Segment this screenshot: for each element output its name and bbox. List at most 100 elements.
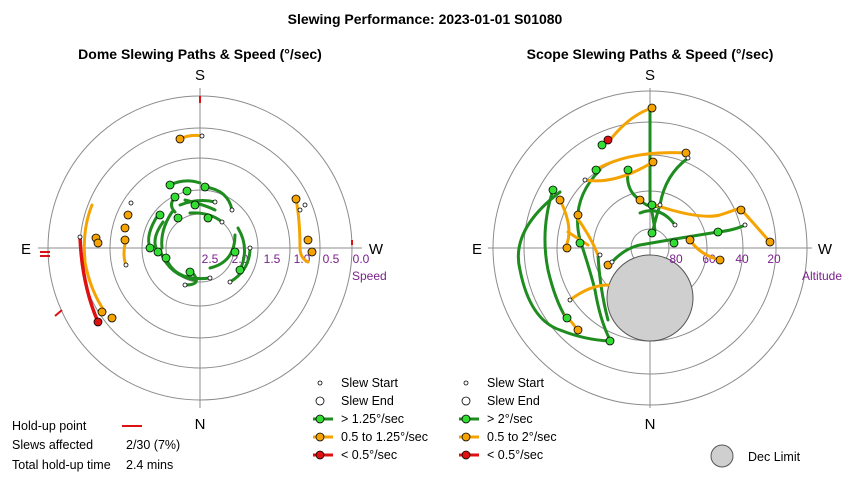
scope-dot-mid [736, 205, 746, 215]
scope-dot-start [742, 222, 748, 228]
dome-dot-mid [120, 223, 130, 233]
scope-panel: Scope Slewing Paths & Speed (°/sec) S N … [472, 46, 842, 433]
dome-dot-mid [175, 134, 185, 144]
dome-dot-start [247, 245, 253, 251]
dome-dot-fast [190, 200, 200, 210]
scope-dot-fast [669, 238, 679, 248]
scope-compass-w: W [818, 241, 833, 258]
legend-mid: 0.5 to 2°/sec [487, 430, 557, 444]
scope-dot-start [609, 259, 615, 265]
scope-dot-mid [573, 210, 583, 220]
dome-dot-mid [123, 210, 133, 220]
dome-path-fast [160, 210, 174, 250]
dome-dot-slow [93, 317, 103, 327]
scope-dot-fast [623, 165, 633, 175]
legend-fast-dot [461, 414, 471, 424]
scope-compass-s: S [645, 67, 655, 84]
scope-path-fast [650, 156, 690, 237]
dome-dot-mid [93, 238, 103, 248]
legend-slow-dot [315, 450, 325, 460]
dome-dot-start [123, 262, 129, 268]
legend-slew-start: Slew Start [487, 376, 544, 390]
legend-slow: < 0.5°/sec [487, 448, 543, 462]
scope-path-fast [648, 106, 657, 232]
scope-path-mid [558, 198, 571, 250]
scope-dot-mid [765, 237, 775, 247]
dome-dot-fast [182, 186, 192, 196]
scope-dot-mid [555, 195, 565, 205]
scope-path-mid [593, 151, 688, 172]
dome-slew-dots [77, 133, 317, 327]
dome-dot-start [207, 275, 213, 281]
dome-compass-s: S [195, 67, 205, 84]
dome-dot-mid [120, 235, 130, 245]
dome-tick-0-5: 0.5 [323, 252, 340, 266]
scope-dot-fast [548, 185, 558, 195]
dome-tick-2-5: 2.5 [202, 252, 219, 266]
dome-compass-w: W [369, 241, 384, 258]
scope-dot-start [597, 252, 603, 258]
legend-mid-dot [461, 432, 471, 442]
dome-path-mid [294, 197, 310, 264]
scope-dot-start [685, 155, 691, 161]
dome-path-fast [168, 179, 202, 187]
holdup-time-value: 2.4 mins [126, 458, 173, 472]
dome-dot-start [297, 207, 303, 213]
scope-path-fast [543, 188, 568, 320]
scope-slew-dots [548, 103, 775, 346]
scope-dot-fast [647, 228, 657, 238]
dec-limit-zone [606, 254, 694, 342]
dome-compass-n: N [195, 416, 206, 433]
dome-dot-mid [291, 194, 301, 204]
scope-dot-fast [597, 140, 607, 150]
legend-end-marker [461, 396, 471, 406]
dome-path-fast [208, 233, 237, 270]
scope-dot-fast [562, 313, 572, 323]
legend-fast: > 2°/sec [487, 412, 533, 426]
dome-path-mid [82, 203, 94, 262]
legend-slew-start: Slew Start [341, 376, 398, 390]
dome-dot-fast [230, 247, 240, 257]
scope-tick-80: 80 [669, 252, 683, 266]
holdup-label: Hold-up point [12, 419, 87, 433]
scope-dot-fast [713, 227, 723, 237]
dome-holdup-marks [40, 96, 353, 317]
scope-path-mid [583, 160, 655, 183]
scope-dot-start [657, 202, 663, 208]
dome-dot-fast [170, 192, 180, 202]
scope-dot-fast [591, 165, 601, 175]
legend-start-marker [317, 380, 323, 386]
dome-dot-fast [185, 267, 195, 277]
legend-fast-dot [315, 414, 325, 424]
dome-path-fast [228, 246, 252, 284]
scope-dot-start [672, 222, 678, 228]
scope-dot-mid [573, 325, 583, 335]
dome-dot-start [128, 200, 134, 206]
scope-path-mid [608, 106, 654, 142]
dome-tick-0-0: 0.0 [353, 252, 370, 266]
legend-end-marker [315, 396, 325, 406]
scope-dot-slow [603, 135, 613, 145]
holdup-stats: Hold-up point Slews affected 2/30 (7%) T… [12, 419, 180, 472]
dome-dot-fast [145, 243, 155, 253]
legend-slew-end: Slew End [487, 394, 540, 408]
scope-path-fast [610, 223, 747, 264]
dome-legend: Slew Start Slew End > 1.25°/sec 0.5 to 1… [313, 376, 428, 462]
scope-tick-20: 20 [767, 252, 781, 266]
scope-dot-fast [575, 238, 585, 248]
scope-altitude-ticks: 80 60 40 20 Altitude [669, 252, 842, 283]
legend-fast: > 1.25°/sec [341, 412, 404, 426]
scope-axis-label: Altitude [802, 269, 842, 283]
dome-tick-1-5: 1.5 [264, 252, 281, 266]
dome-dot-start [182, 282, 188, 288]
legend-dec-limit: Dec Limit [748, 450, 801, 464]
scope-dot-fast [605, 336, 615, 346]
scope-path-mid [653, 203, 742, 218]
dome-axis-label: Speed [352, 269, 387, 283]
holdup-tick [54, 309, 63, 317]
dome-dot-start [227, 279, 233, 285]
scope-path-fast [516, 190, 612, 343]
dome-dot-start [229, 207, 235, 213]
holdup-time-label: Total hold-up time [12, 458, 111, 472]
